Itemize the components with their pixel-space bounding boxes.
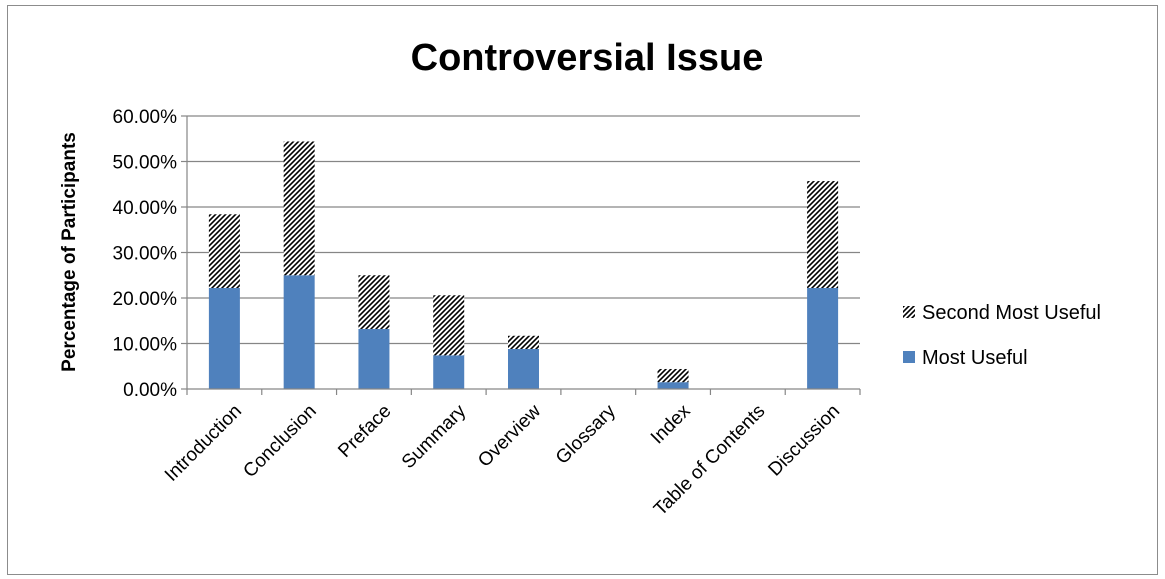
bar-most-useful <box>283 275 315 389</box>
x-tick-label: Introduction <box>161 401 246 486</box>
bar-second-most-useful <box>508 335 539 349</box>
legend: Second Most Useful Most Useful <box>903 302 1101 369</box>
legend-label: Most Useful <box>922 347 1028 369</box>
legend-label: Second Most Useful <box>922 302 1101 324</box>
y-axis-title: Percentage of Participants <box>59 132 80 372</box>
y-tick-label: 50.00% <box>113 153 178 174</box>
bar-most-useful <box>508 348 539 389</box>
x-tick-label: Overview <box>474 401 545 472</box>
x-tick-label: Discussion <box>764 401 844 481</box>
y-tick-label: 40.00% <box>113 198 178 219</box>
y-tick-label: 20.00% <box>113 289 178 310</box>
bar-second-most-useful <box>433 295 465 356</box>
y-tick-label: 60.00% <box>113 107 178 128</box>
legend-swatch <box>903 351 915 363</box>
bar-second-most-useful <box>208 214 240 288</box>
bars <box>208 141 839 389</box>
x-tick-label: Summary <box>398 400 471 473</box>
bar-most-useful <box>358 328 390 389</box>
x-tick-label: Index <box>647 400 695 448</box>
x-tick-label: Conclusion <box>239 401 320 482</box>
bar-second-most-useful <box>657 368 689 383</box>
bar-most-useful <box>433 355 465 389</box>
bar-most-useful <box>807 287 839 389</box>
bar-most-useful <box>208 287 240 389</box>
x-tick-label: Glossary <box>552 400 620 468</box>
bar-second-most-useful <box>358 275 390 329</box>
y-tick-label: 0.00% <box>123 380 177 401</box>
bar-most-useful <box>657 382 689 389</box>
x-tick-label: Preface <box>334 401 395 462</box>
bar-second-most-useful <box>807 181 839 288</box>
legend-swatch <box>903 306 915 318</box>
chart-title: Controversial Issue <box>411 37 764 79</box>
chart-frame <box>7 5 1158 575</box>
y-tick-label: 10.00% <box>113 335 178 356</box>
axes <box>186 116 860 390</box>
y-tick-label: 30.00% <box>113 244 178 265</box>
y-axis-ticks: 0.00% 10.00% 20.00% 30.00% 40.00% 50.00% 60.00… <box>113 107 187 401</box>
bar-second-most-useful <box>283 141 315 276</box>
